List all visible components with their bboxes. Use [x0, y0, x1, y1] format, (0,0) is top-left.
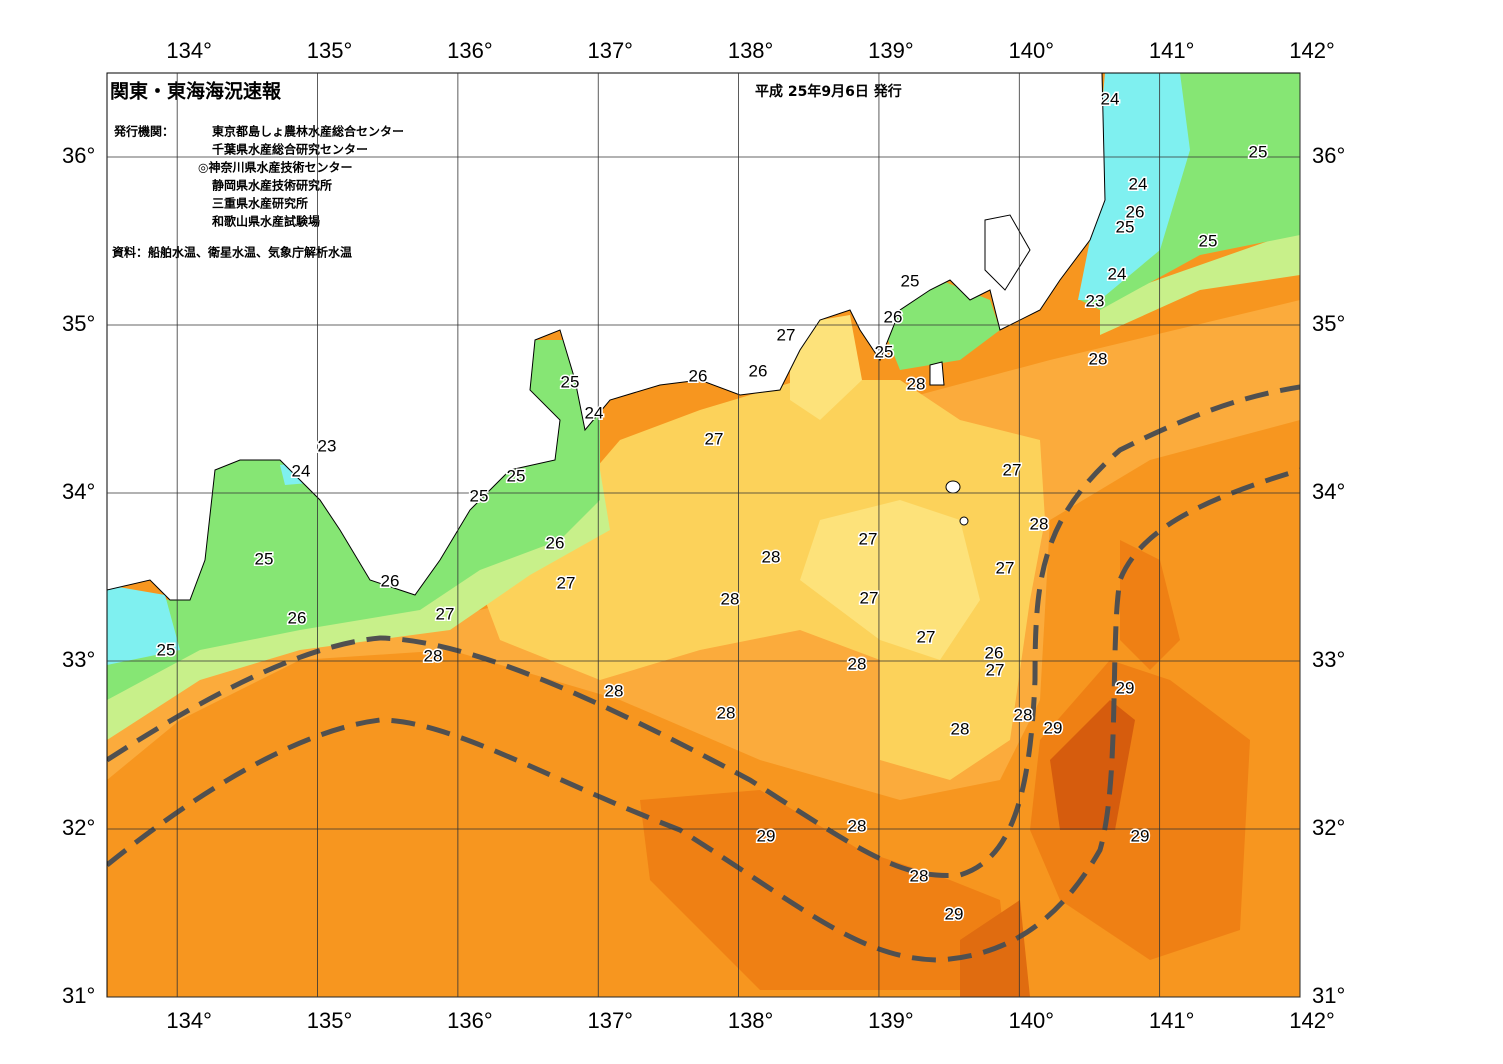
isotherm-label: 26 — [1126, 202, 1145, 221]
isotherm-label: 24 — [585, 403, 604, 422]
lon-tick-label: 138° — [728, 38, 774, 63]
isotherm-label: 27 — [917, 627, 936, 646]
issuer-label: 発行機関： — [113, 124, 174, 139]
isotherm-label: 27 — [557, 573, 576, 592]
lon-tick-label: 139° — [868, 1008, 914, 1033]
lat-tick-label: 33° — [62, 647, 95, 672]
lon-tick-label: 140° — [1009, 38, 1055, 63]
isotherm-label: 26 — [381, 571, 400, 590]
isotherm-label: 27 — [777, 325, 796, 344]
isotherm-label: 28 — [1089, 349, 1108, 368]
lat-tick-label: 34° — [62, 479, 95, 504]
isotherm-label: 24 — [1101, 89, 1120, 108]
isotherm-label: 23 — [1086, 291, 1105, 310]
issuer: ◎神奈川県水産技術センター — [198, 160, 352, 175]
isotherm-label: 27 — [860, 588, 879, 607]
lon-tick-label: 134° — [166, 38, 212, 63]
lat-tick-label: 34° — [1312, 479, 1345, 504]
isotherm-label: 29 — [945, 904, 964, 923]
issuer: 千葉県水産総合研究センター — [212, 142, 368, 157]
lat-tick-label: 31° — [62, 983, 95, 1008]
isotherm-label: 28 — [951, 719, 970, 738]
isotherm-label: 29 — [757, 826, 776, 845]
isotherm-label: 27 — [859, 529, 878, 548]
isotherm-label: 28 — [721, 589, 740, 608]
lat-tick-label: 33° — [1312, 647, 1345, 672]
isotherm-label: 26 — [546, 533, 565, 552]
isotherm-label: 25 — [1199, 231, 1218, 250]
lon-tick-label: 136° — [447, 38, 493, 63]
sea-temperature-field — [107, 73, 1300, 997]
isotherm-label: 26 — [749, 361, 768, 380]
lat-tick-label: 36° — [1312, 143, 1345, 168]
lat-tick-label: 35° — [1312, 311, 1345, 336]
issuer: 静岡県水産技術研究所 — [212, 178, 332, 193]
lon-tick-label: 134° — [166, 1008, 212, 1033]
isotherm-label: 25 — [255, 549, 274, 568]
lat-tick-label: 32° — [62, 815, 95, 840]
isotherm-label: 26 — [884, 307, 903, 326]
map-title: 関東・東海海況速報 — [110, 80, 282, 103]
lon-tick-label: 142° — [1289, 1008, 1335, 1033]
isotherm-label: 24 — [292, 461, 311, 480]
lon-tick-label: 139° — [868, 38, 914, 63]
isotherm-label: 27 — [1003, 460, 1022, 479]
lat-tick-label: 36° — [62, 143, 95, 168]
isotherm-label: 29 — [1131, 826, 1150, 845]
isotherm-label: 27 — [996, 558, 1015, 577]
lon-tick-label: 141° — [1149, 38, 1195, 63]
issuer: 三重県水産研究所 — [212, 196, 308, 211]
isotherm-label: 28 — [1030, 514, 1049, 533]
issuer: 東京都島しょ農林水産総合センター — [212, 124, 404, 139]
isotherm-label: 25 — [875, 342, 894, 361]
isotherm-label: 28 — [424, 646, 443, 665]
lon-tick-label: 141° — [1149, 1008, 1195, 1033]
isotherm-label: 29 — [1044, 718, 1063, 737]
isotherm-label: 25 — [561, 372, 580, 391]
isotherm-label: 23 — [318, 436, 337, 455]
lat-tick-label: 35° — [62, 311, 95, 336]
isotherm-label: 29 — [1116, 678, 1135, 697]
isotherm-label: 28 — [762, 547, 781, 566]
isotherm-label: 28 — [717, 703, 736, 722]
issuer: 和歌山県水産試験場 — [211, 214, 320, 229]
isotherm-label: 28 — [910, 866, 929, 885]
isotherm-label: 27 — [986, 660, 1005, 679]
lon-tick-label: 135° — [307, 1008, 353, 1033]
isotherm-label: 26 — [689, 366, 708, 385]
issue-date: 平成 25年9月6日 発行 — [755, 83, 902, 100]
lon-tick-label: 142° — [1289, 38, 1335, 63]
lat-tick-label: 31° — [1312, 983, 1345, 1008]
isotherm-label: 28 — [848, 816, 867, 835]
lon-tick-label: 140° — [1009, 1008, 1055, 1033]
isotherm-label: 24 — [1129, 174, 1148, 193]
isotherm-label: 25 — [1116, 217, 1135, 236]
isotherm-label: 27 — [436, 604, 455, 623]
isotherm-label: 24 — [1108, 264, 1127, 283]
lon-tick-label: 138° — [728, 1008, 774, 1033]
isotherm-label: 25 — [901, 271, 920, 290]
isotherm-label: 25 — [470, 486, 489, 505]
isotherm-label: 25 — [157, 640, 176, 659]
isotherm-label: 28 — [1014, 705, 1033, 724]
isotherm-label: 28 — [848, 654, 867, 673]
isotherm-label: 26 — [985, 643, 1004, 662]
isotherm-label: 28 — [605, 681, 624, 700]
lon-tick-label: 135° — [307, 38, 353, 63]
lon-tick-label: 137° — [587, 38, 633, 63]
isotherm-label: 25 — [1249, 142, 1268, 161]
isotherm-label: 26 — [288, 608, 307, 627]
data-source: 資料：船舶水温、衛星水温、気象庁解析水温 — [112, 245, 352, 260]
isotherm-label: 28 — [907, 374, 926, 393]
lon-tick-label: 136° — [447, 1008, 493, 1033]
isotherm-label: 27 — [705, 429, 724, 448]
isotherm-label: 25 — [507, 466, 526, 485]
lon-tick-label: 137° — [587, 1008, 633, 1033]
lat-tick-label: 32° — [1312, 815, 1345, 840]
